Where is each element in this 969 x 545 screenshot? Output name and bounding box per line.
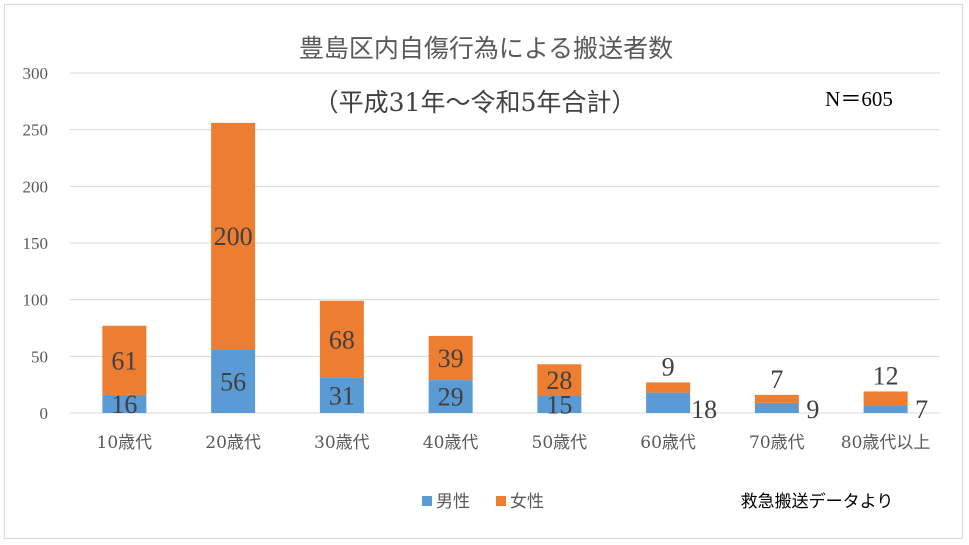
data-label-male: 29 [438, 383, 464, 412]
data-label-male: 16 [111, 390, 137, 419]
bar-female [211, 122, 256, 350]
bar-female [863, 391, 908, 406]
data-label-male: 56 [220, 367, 246, 396]
x-tick-label: 20歳代 [205, 433, 261, 453]
bar-female [537, 364, 582, 396]
sample-size-note: N＝605 [825, 87, 893, 111]
y-axis-ticks: 0 50 100 150 200 250 300 [23, 64, 49, 423]
data-label-female: 9 [662, 352, 675, 381]
data-label-female: 200 [214, 222, 253, 251]
chart-subtitle: （平成31年～令和5年合計） [314, 88, 637, 117]
legend-swatch-female [496, 496, 506, 506]
x-tick-label: 60歳代 [640, 433, 696, 453]
bar-male [863, 405, 908, 413]
x-tick-label: 80歳代以上 [841, 433, 931, 453]
gridlines [70, 72, 940, 414]
bars [102, 122, 908, 413]
bar-female [102, 325, 147, 395]
legend-label-male: 男性 [436, 492, 470, 512]
x-tick-label: 10歳代 [97, 433, 153, 453]
y-tick-label: 250 [23, 121, 49, 140]
y-tick-label: 50 [31, 347, 48, 366]
data-label-male: 31 [329, 381, 355, 410]
source-note: 救急搬送データより [741, 491, 894, 512]
data-label-female: 28 [546, 366, 572, 395]
bar-male [211, 349, 256, 413]
x-axis-ticks: 10歳代 20歳代 30歳代 40歳代 50歳代 60歳代 70歳代 80歳代以上 [97, 433, 931, 453]
data-label-female: 12 [873, 361, 899, 390]
data-label-female: 7 [770, 365, 783, 394]
legend-label-female: 女性 [510, 492, 544, 512]
bar-female [428, 335, 473, 381]
data-label-female: 61 [111, 346, 137, 375]
bar-female [754, 394, 799, 403]
bar-male [319, 377, 364, 413]
bar-male [646, 392, 691, 413]
chart-frame [4, 4, 963, 539]
y-tick-label: 200 [23, 177, 49, 196]
chart-title: 豊島区内自傷行為による搬送者数 [299, 34, 673, 63]
data-label-male: 9 [806, 395, 819, 424]
bar-male [754, 402, 799, 413]
y-tick-label: 100 [23, 291, 49, 310]
bar-female [319, 300, 364, 378]
data-label-male: 18 [691, 395, 717, 424]
x-tick-label: 50歳代 [532, 433, 588, 453]
data-label-male: 7 [915, 395, 928, 424]
y-tick-label: 300 [23, 64, 49, 83]
legend: 男性 女性 [422, 492, 544, 512]
bar-male [102, 394, 147, 413]
y-tick-label: 0 [40, 404, 49, 423]
data-label-male: 15 [546, 391, 572, 420]
legend-swatch-male [422, 496, 432, 506]
bar-male [537, 396, 582, 413]
bar-female [646, 382, 691, 393]
x-tick-label: 70歳代 [749, 433, 805, 453]
y-tick-label: 150 [23, 234, 49, 253]
x-tick-label: 30歳代 [314, 433, 370, 453]
bar-male [428, 380, 473, 413]
data-label-female: 68 [329, 325, 355, 354]
x-tick-label: 40歳代 [423, 433, 479, 453]
data-label-female: 39 [438, 344, 464, 373]
